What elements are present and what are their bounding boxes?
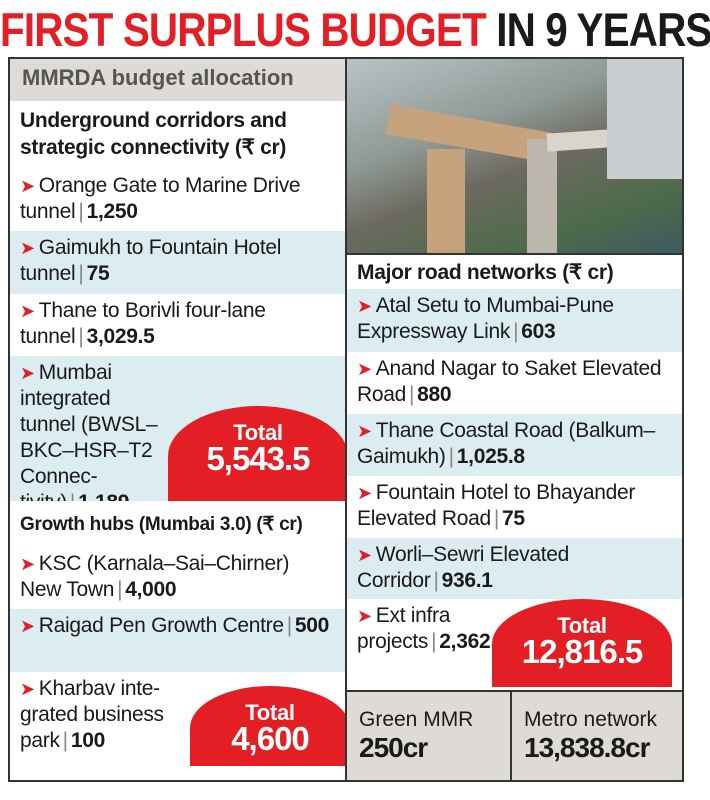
item-name: Atal Setu to Mumbai-Pune Expressway Link: [357, 294, 614, 343]
arrowhead-right-icon: ➤: [20, 679, 35, 699]
item-value: 880: [417, 383, 452, 406]
arrowhead-right-icon: ➤: [357, 296, 372, 316]
divider: |: [70, 491, 75, 501]
divider: |: [409, 383, 415, 406]
item-value: 75: [86, 262, 110, 285]
list-item: ➤ Worli–Sewri Elevated Corridor | 936.1: [347, 538, 682, 599]
list-item: ➤ Ext infra projects | 2,362.2 Total 12,816.5: [347, 599, 682, 687]
divider: |: [431, 630, 437, 653]
list-item: ➤ Atal Setu to Mumbai-Pune Expressway Lin…: [347, 289, 682, 352]
arrowhead-right-icon: ➤: [357, 421, 372, 441]
item-name: Mumbai integrated tunnel (BWSL–BKC–HSR–T…: [20, 361, 158, 501]
divider: |: [513, 320, 519, 343]
arrowhead-right-icon: ➤: [20, 363, 35, 383]
list-item: ➤ Thane Coastal Road (Balkum–Gaimukh) | 1,0…: [347, 414, 682, 476]
item-name: Orange Gate to Marine Drive tunnel: [20, 174, 301, 223]
item-name: Fountain Hotel to Bhayander Elevated Roa…: [357, 481, 636, 530]
green-mmr-box: Green MMR 250cr: [347, 692, 512, 780]
total-badge: Total 5,543.5: [168, 406, 345, 501]
item-name: Worli–Sewri Elevated Corridor: [357, 543, 569, 592]
arrowhead-right-icon: ➤: [357, 545, 372, 565]
right-column: Major road networks (₹ cr) ➤ Atal Setu to…: [347, 59, 682, 780]
list-item: ➤ Fountain Hotel to Bhayander Elevated Ro…: [347, 476, 682, 538]
divider: |: [448, 445, 454, 468]
arrowhead-right-icon: ➤: [20, 176, 35, 196]
item-name: Ext infra projects: [357, 604, 451, 653]
item-value: 3,029.5: [86, 325, 155, 348]
item-value: 2,362.2: [439, 630, 508, 653]
divider: |: [493, 507, 500, 530]
arrowhead-right-icon: ➤: [357, 359, 372, 379]
divider: |: [78, 262, 84, 285]
list-item: ➤ Orange Gate to Marine Drive tunnel | 1,25…: [10, 169, 345, 231]
item-value: 75: [502, 507, 525, 530]
infographic-frame: MMRDA budget allocation Underground corr…: [8, 57, 684, 782]
item-name: KSC (Karnala–Sai–Chirner) New Town: [20, 552, 290, 601]
list-item: ➤ Thane to Borivli four-lane tunnel | 3,029…: [10, 294, 345, 356]
arrowhead-right-icon: ➤: [357, 606, 372, 626]
arrowhead-right-icon: ➤: [20, 301, 35, 321]
underground-heading: Underground corridors and strategic conn…: [20, 109, 287, 159]
arrowhead-right-icon: ➤: [20, 616, 35, 636]
growth-heading: Growth hubs (Mumbai 3.0) (₹ cr): [20, 514, 303, 535]
item-value: 4,000: [125, 578, 177, 601]
list-item: ➤ Raigad Pen Growth Centre | 500: [10, 609, 345, 672]
item-value: 1,025.8: [456, 445, 525, 468]
arrowhead-right-icon: ➤: [20, 554, 35, 574]
item-value: 603: [521, 320, 556, 343]
total-badge: Total 12,816.5: [492, 599, 672, 687]
divider: |: [433, 569, 439, 592]
divider: |: [117, 578, 123, 601]
item-value: 500: [294, 614, 330, 637]
headline: FIRST SURPLUS BUDGET IN 9 YEARS: [0, 3, 710, 56]
arrowhead-right-icon: ➤: [20, 238, 35, 258]
list-item: ➤ KSC (Karnala–Sai–Chirner) New Town | 4,00…: [10, 547, 345, 609]
metro-network-box: Metro network 13,838.8cr: [512, 692, 682, 780]
divider: |: [78, 325, 84, 348]
list-item: ➤ Mumbai integrated tunnel (BWSL–BKC–HSR–…: [10, 356, 345, 501]
section-header: MMRDA budget allocation: [10, 59, 345, 101]
item-name: Thane Coastal Road (Balkum–Gaimukh): [357, 419, 655, 468]
arrowhead-right-icon: ➤: [357, 483, 372, 503]
list-item: ➤ Gaimukh to Fountain Hotel tunnel | 75: [10, 231, 345, 294]
total-badge: Total 4,600: [190, 686, 345, 766]
divider: |: [78, 200, 84, 223]
divider: |: [286, 614, 292, 637]
list-item: ➤ Kharbav inte-grated business park | 100 To…: [10, 672, 345, 766]
item-value: 936.1: [441, 569, 493, 592]
item-name: Anand Nagar to Saket Elevated Road: [357, 357, 662, 406]
item-name: Gaimukh to Fountain Hotel tunnel: [20, 236, 282, 285]
item-value: 100: [70, 729, 105, 752]
roads-heading: Major road networks (₹ cr): [357, 261, 614, 284]
list-item: ➤ Anand Nagar to Saket Elevated Road | 880: [347, 352, 682, 414]
construction-photo: [347, 59, 682, 255]
item-name: Kharbav inte-grated business park: [20, 677, 164, 752]
item-value: 1,250: [86, 200, 138, 223]
item-name: Thane to Borivli four-lane tunnel: [20, 299, 266, 348]
left-column: MMRDA budget allocation Underground corr…: [10, 59, 347, 780]
summary-boxes: Green MMR 250cr Metro network 13,838.8cr: [347, 690, 682, 780]
item-name: Raigad Pen Growth Centre: [38, 614, 284, 637]
item-value: 1,189: [78, 491, 129, 501]
divider: |: [62, 729, 68, 752]
